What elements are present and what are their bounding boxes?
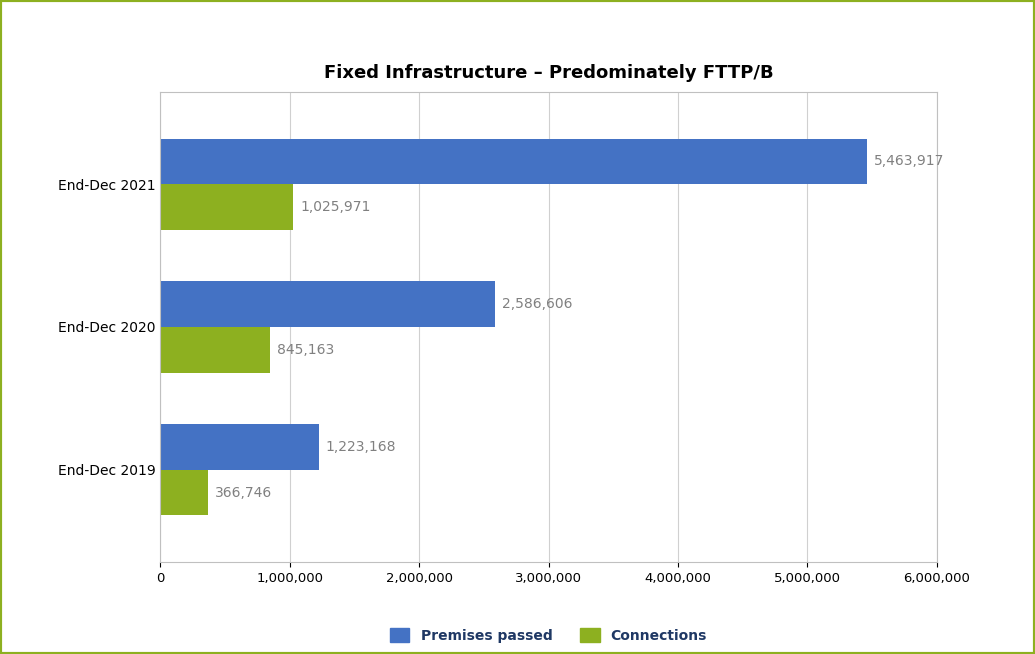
Text: 2,586,606: 2,586,606 <box>502 297 572 311</box>
Title: Fixed Infrastructure – Predominately FTTP/B: Fixed Infrastructure – Predominately FTT… <box>324 63 773 82</box>
Bar <box>160 281 495 327</box>
Text: 366,746: 366,746 <box>215 485 272 500</box>
Bar <box>160 139 867 184</box>
Legend: Premises passed, Connections: Premises passed, Connections <box>383 621 714 649</box>
Text: Figure 1: Key data changes from INCA surveys from 2019-2022: Figure 1: Key data changes from INCA sur… <box>12 20 554 35</box>
Text: 1,223,168: 1,223,168 <box>326 440 396 454</box>
Text: 1,025,971: 1,025,971 <box>300 200 371 214</box>
Text: 845,163: 845,163 <box>277 343 334 357</box>
Text: 5,463,917: 5,463,917 <box>875 154 945 169</box>
Bar <box>160 424 319 470</box>
Bar <box>160 327 270 373</box>
Bar <box>160 184 293 230</box>
Bar <box>160 470 208 515</box>
